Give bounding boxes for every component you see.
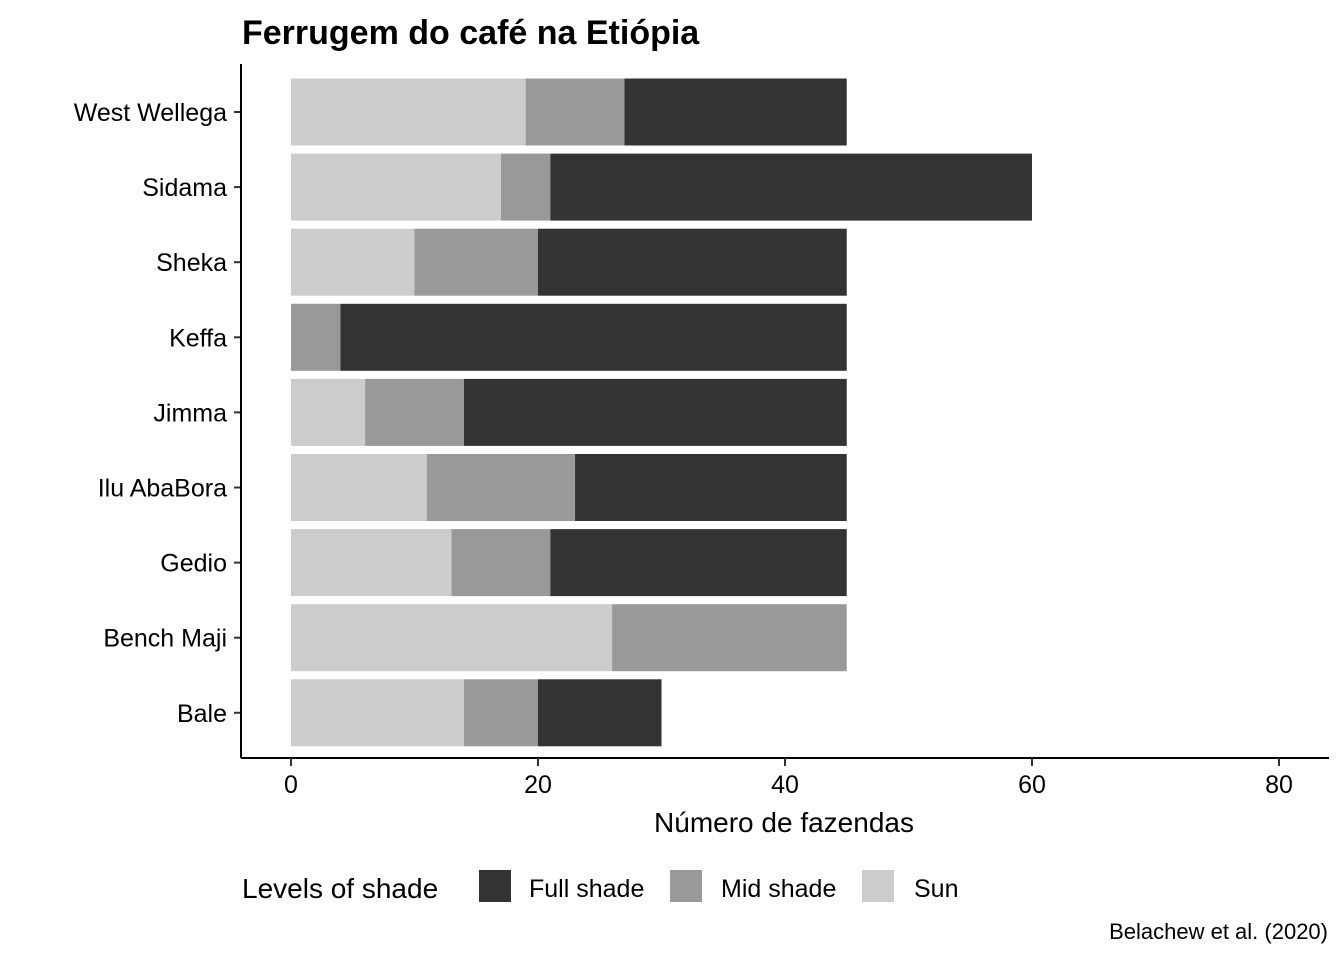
axes: West Wellega Sidama Sheka Keffa Jimma Ilu Aba…: [74, 64, 1329, 799]
x-tick-label: 20: [524, 771, 552, 799]
y-tick-label: Jimma: [153, 399, 227, 427]
bar-segment: [525, 78, 625, 146]
y-tick-label: Sidama: [142, 174, 227, 202]
bar-segment: [451, 529, 551, 597]
x-tick-label: 0: [284, 771, 298, 799]
bar-segment: [426, 454, 576, 521]
legend-title: Levels of shade: [242, 873, 438, 904]
bar-segment: [291, 78, 526, 146]
caption: Belachew et al. (2020): [1109, 919, 1328, 944]
y-tick-label: Bale: [177, 700, 227, 728]
bar-segment: [340, 303, 847, 371]
legend-key: [862, 870, 894, 902]
y-tick-label: West Wellega: [74, 99, 227, 127]
bar-segment: [463, 378, 847, 446]
bar-segment: [291, 378, 366, 446]
bar-segment: [463, 679, 538, 747]
chart-title: Ferrugem do café na Etiópia: [242, 14, 700, 52]
y-tick-label: Gedio: [160, 550, 227, 578]
bar-segment: [291, 303, 341, 371]
bar-segment: [291, 604, 613, 672]
bar-segment: [291, 454, 427, 521]
bar-segment: [500, 153, 551, 221]
bar-segment: [291, 679, 464, 747]
legend-key: [670, 870, 702, 902]
bars: [291, 78, 1032, 747]
bar-segment: [414, 228, 538, 296]
bar-segment: [291, 153, 501, 221]
bar-segment: [612, 604, 847, 672]
legend: Levels of shade Full shade Mid shade Sun: [242, 870, 958, 904]
y-tick-label: Ilu AbaBora: [98, 475, 227, 503]
y-tick-label: Keffa: [169, 324, 227, 352]
bar-segment: [538, 228, 847, 296]
x-tick-label: 60: [1018, 771, 1046, 799]
legend-label: Sun: [914, 875, 958, 903]
x-axis-title: Número de fazendas: [654, 807, 914, 838]
y-tick-label: Sheka: [156, 249, 227, 277]
bar-segment: [365, 378, 464, 446]
legend-label: Full shade: [529, 875, 644, 903]
bar-segment: [550, 529, 847, 597]
legend-label: Mid shade: [721, 875, 836, 903]
bar-segment: [550, 153, 1032, 221]
bar-segment: [624, 78, 847, 146]
legend-key: [479, 870, 511, 902]
bar-segment: [291, 228, 415, 296]
bar-segment: [291, 529, 452, 597]
y-tick-label: Bench Maji: [103, 625, 227, 653]
x-tick-label: 80: [1265, 771, 1293, 799]
bar-segment: [538, 679, 662, 747]
bar-segment: [575, 454, 847, 521]
x-tick-label: 40: [771, 771, 799, 799]
